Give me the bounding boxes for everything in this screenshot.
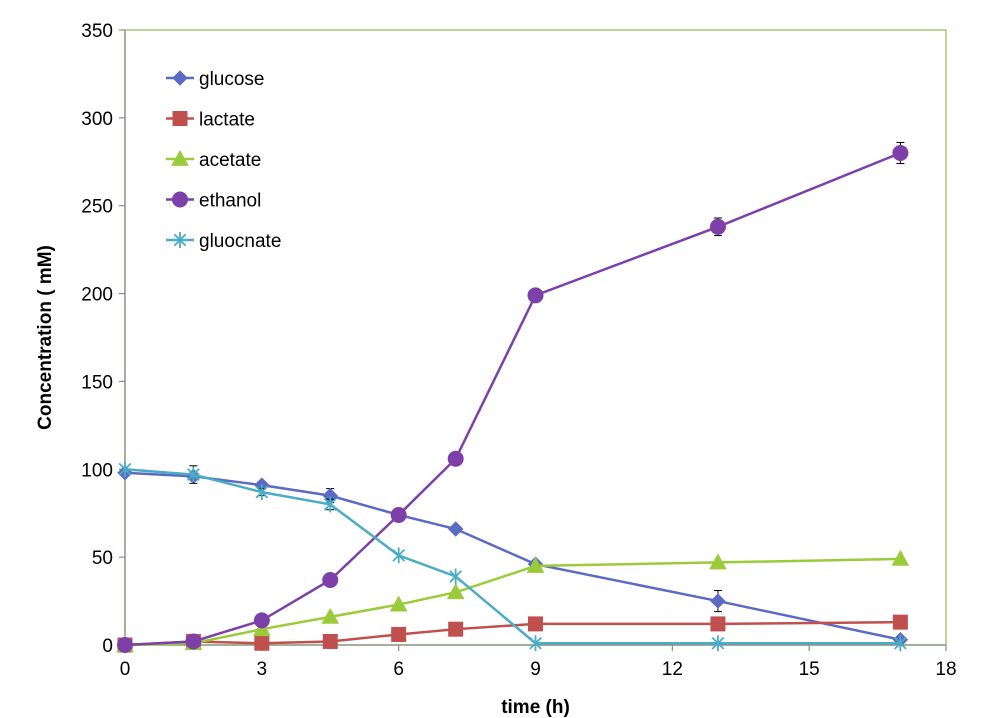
- data-point-ethanol: [117, 637, 133, 653]
- data-point-gluocnate: [323, 496, 337, 513]
- series-glucose: [117, 465, 909, 648]
- series-gluocnate: [118, 461, 907, 652]
- data-point-lactate: [528, 616, 543, 632]
- data-point-gluocnate: [529, 635, 542, 652]
- legend-marker: [172, 70, 188, 86]
- data-point-ethanol: [892, 145, 909, 161]
- data-point-ethanol: [185, 633, 202, 650]
- y-axis-title: Concentration ( mM): [35, 245, 56, 430]
- x-tick-label: 9: [530, 659, 541, 680]
- legend-label: lactate: [199, 110, 255, 131]
- y-tick-label: 50: [92, 548, 113, 569]
- data-point-ethanol: [322, 571, 339, 588]
- x-tick-label: 6: [393, 659, 404, 680]
- x-tick-label: 18: [935, 659, 956, 680]
- data-point-glucose: [447, 521, 464, 537]
- data-point-lactate: [254, 635, 270, 651]
- data-point-ethanol: [709, 218, 726, 235]
- data-point-gluocnate: [187, 466, 200, 483]
- data-point-ethanol: [527, 287, 544, 304]
- y-tick-label: 200: [81, 285, 113, 306]
- data-point-gluocnate: [893, 635, 907, 652]
- data-point-ethanol: [390, 506, 407, 523]
- y-tick-label: 150: [81, 372, 113, 393]
- series-line-gluocnate: [124, 468, 901, 645]
- legend-marker: [172, 191, 188, 208]
- legend-item-ethanol: ethanol: [166, 191, 261, 212]
- legend-marker: [172, 111, 188, 126]
- legend-item-acetate: acetate: [166, 149, 261, 171]
- data-point-glucose: [710, 593, 726, 609]
- x-tick-label: 3: [257, 659, 268, 680]
- data-point-acetate: [389, 595, 408, 612]
- x-tick-label: 15: [799, 659, 820, 680]
- y-tick-label: 250: [81, 197, 113, 218]
- x-tick-label: 12: [662, 659, 683, 680]
- series-acetate: [116, 549, 910, 652]
- data-point-lactate: [322, 633, 338, 649]
- y-tick-label: 300: [81, 109, 113, 130]
- data-point-lactate: [892, 614, 908, 630]
- legend-label: glucose: [199, 69, 265, 90]
- legend: glucose lactate acetate ethanol gluocnate: [166, 69, 281, 252]
- data-point-ethanol: [253, 612, 270, 629]
- data-point-gluocnate: [449, 568, 463, 585]
- y-tick-label: 0: [102, 636, 113, 657]
- legend-label: gluocnate: [199, 231, 281, 252]
- data-point-acetate: [709, 553, 727, 570]
- data-point-ethanol: [447, 450, 464, 467]
- data-point-acetate: [321, 607, 340, 624]
- legend-marker: [173, 232, 187, 248]
- series-line-acetate: [124, 557, 901, 647]
- y-tick-label: 350: [81, 21, 113, 42]
- data-point-lactate: [710, 616, 726, 632]
- legend-label: ethanol: [199, 191, 261, 212]
- series-line-ethanol: [124, 151, 901, 647]
- axes: 0 50 100 150 200 250 300 350 0 3 6 9 12 15 18: [81, 21, 956, 680]
- series-layer: [116, 141, 910, 653]
- data-point-acetate: [891, 549, 910, 566]
- data-point-acetate: [446, 583, 465, 600]
- series-ethanol: [117, 141, 909, 653]
- y-tick-label: 100: [81, 460, 113, 481]
- data-point-gluocnate: [118, 461, 132, 478]
- data-point-lactate: [448, 621, 464, 637]
- x-tick-label: 0: [120, 659, 131, 680]
- series-line-glucose: [124, 471, 901, 641]
- legend-item-lactate: lactate: [166, 110, 255, 131]
- data-point-gluocnate: [711, 635, 725, 652]
- data-point-acetate: [526, 556, 545, 573]
- data-point-lactate: [391, 626, 407, 642]
- legend-item-gluocnate: gluocnate: [166, 231, 281, 252]
- legend-label: acetate: [199, 150, 261, 171]
- data-point-gluocnate: [392, 547, 406, 564]
- legend-marker: [171, 149, 189, 166]
- x-axis-title: time (h): [501, 697, 570, 718]
- data-point-gluocnate: [255, 484, 269, 501]
- legend-item-glucose: glucose: [166, 69, 265, 90]
